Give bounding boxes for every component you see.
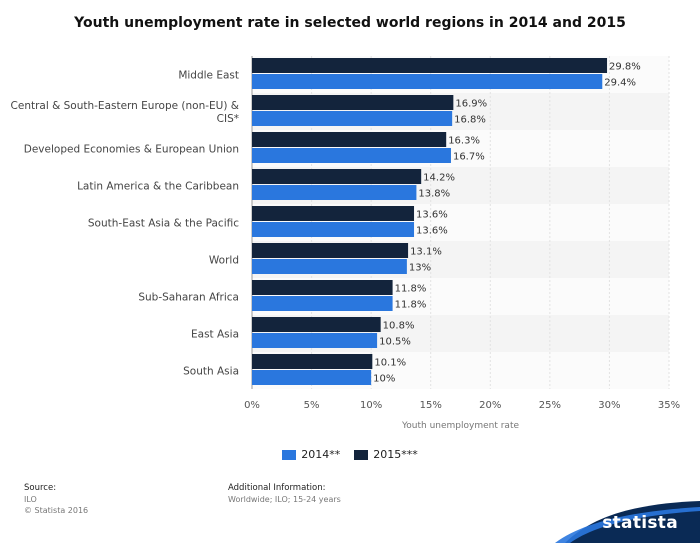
- data-label: 13.6%: [416, 210, 448, 221]
- legend-swatch-2014: [282, 449, 297, 460]
- data-label: 13.6%: [416, 226, 448, 237]
- data-label: 10.1%: [374, 358, 406, 369]
- data-label: 10.8%: [383, 321, 415, 332]
- category-label: South Asia: [183, 366, 239, 378]
- legend-item-2015[interactable]: 2015***: [354, 448, 418, 461]
- bar: [252, 206, 415, 221]
- bar: [252, 333, 378, 348]
- legend-item-2014[interactable]: 2014**: [282, 448, 340, 461]
- data-label: 11.8%: [395, 300, 427, 311]
- bar: [252, 132, 447, 147]
- data-label: 13.1%: [410, 247, 442, 258]
- legend-label-2014: 2014**: [301, 448, 341, 461]
- data-label: 29.4%: [604, 78, 636, 89]
- category-label: Developed Economies & European Union: [24, 144, 239, 156]
- x-tick-label: 20%: [479, 400, 501, 411]
- category-label: Latin America & the Caribbean: [77, 181, 239, 193]
- data-label: 16.7%: [453, 152, 485, 163]
- x-tick-label: 30%: [598, 400, 620, 411]
- data-label: 13%: [409, 263, 431, 274]
- bar: [252, 74, 603, 89]
- bar: [252, 280, 393, 295]
- data-label: 16.3%: [448, 136, 480, 147]
- source-line[interactable]: ILO: [24, 495, 37, 504]
- bar: [252, 58, 608, 73]
- bar: [252, 370, 372, 385]
- statista-logo[interactable]: statista: [602, 513, 678, 533]
- bar-chart: 0% 5% 10% 15% 20% 25% 30% 35% Youth unemployment…: [11, 56, 680, 431]
- data-label: 11.8%: [395, 284, 427, 295]
- bar: [252, 296, 393, 311]
- additional-info-line: Worldwide; ILO; 15-24 years: [228, 495, 341, 504]
- bar: [252, 95, 454, 110]
- bar: [252, 111, 453, 126]
- additional-info-block: Additional Information: Worldwide; ILO; …: [228, 483, 341, 505]
- x-axis-title: Youth unemployment rate: [401, 421, 520, 431]
- x-tick-label: 15%: [420, 400, 442, 411]
- category-label: East Asia: [191, 329, 239, 341]
- category-label: World: [209, 255, 239, 267]
- additional-info-heading: Additional Information:: [228, 483, 326, 493]
- category-label: South-East Asia & the Pacific: [88, 218, 239, 230]
- data-label: 29.8%: [609, 62, 641, 73]
- data-label: 16.8%: [454, 115, 486, 126]
- data-label: 13.8%: [418, 189, 450, 200]
- source-block: Source: ILO © Statista 2016: [24, 483, 88, 516]
- bar: [252, 259, 407, 274]
- chart-title: Youth unemployment rate in selected worl…: [74, 15, 626, 31]
- x-tick-label: 10%: [360, 400, 382, 411]
- legend: 2014** 2015***: [0, 448, 700, 461]
- statista-logo-bg: [555, 501, 700, 543]
- data-label: 10%: [373, 374, 395, 385]
- data-label: 14.2%: [423, 173, 455, 184]
- x-tick-label: 5%: [304, 400, 320, 411]
- source-heading: Source:: [24, 483, 57, 493]
- data-label: 16.9%: [455, 99, 487, 110]
- category-label: Sub-Saharan Africa: [138, 292, 239, 304]
- bar: [252, 243, 409, 258]
- bar: [252, 317, 381, 332]
- bar: [252, 185, 417, 200]
- category-label: CIS*: [217, 113, 239, 125]
- x-tick-label: 35%: [658, 400, 680, 411]
- bar: [252, 354, 373, 369]
- category-label: Central & South-Eastern Europe (non-EU) …: [11, 100, 239, 112]
- bar: [252, 222, 415, 237]
- data-label: 10.5%: [379, 337, 411, 348]
- legend-label-2015: 2015***: [373, 448, 418, 461]
- bar: [252, 169, 422, 184]
- bar: [252, 148, 451, 163]
- category-label: Middle East: [178, 70, 239, 82]
- x-tick-label: 0%: [244, 400, 260, 411]
- legend-swatch-2015: [354, 449, 369, 460]
- x-tick-label: 25%: [539, 400, 561, 411]
- copyright-line: © Statista 2016: [24, 506, 89, 515]
